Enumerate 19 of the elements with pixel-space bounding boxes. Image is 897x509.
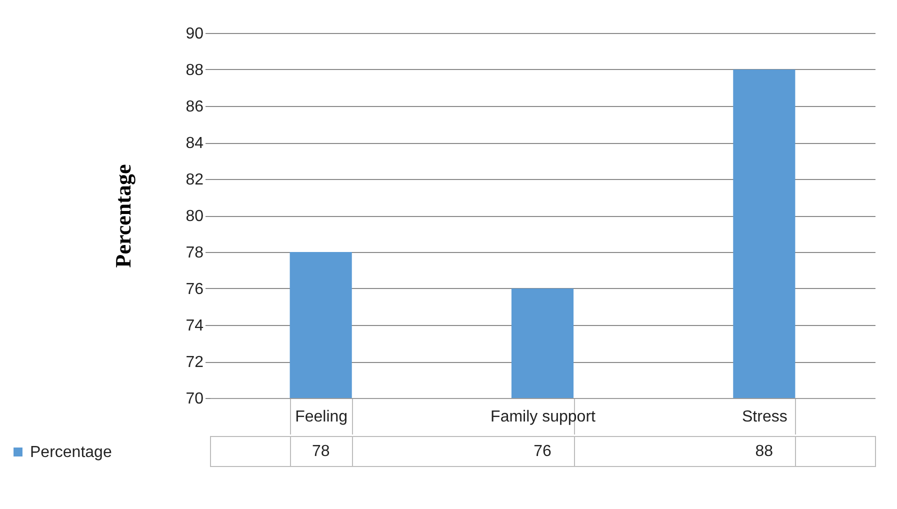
legend-label: Percentage — [30, 444, 112, 461]
x-tick-label: Stress — [742, 408, 788, 426]
data-label: 76 — [534, 443, 552, 460]
data-label: 88 — [755, 443, 774, 460]
y-tick-label: 76 — [186, 281, 204, 298]
data-label: 78 — [312, 443, 330, 460]
y-tick-label: 70 — [186, 390, 204, 408]
x-tick-label: Family support — [490, 408, 596, 426]
y-tick-label: 80 — [186, 208, 204, 225]
y-tick-label: 90 — [186, 26, 204, 42]
y-tick-label: 88 — [186, 62, 204, 79]
y-tick-label: 82 — [186, 172, 204, 188]
y-tick-label: 84 — [186, 135, 204, 152]
y-tick-label: 74 — [186, 318, 204, 334]
x-tick-label: Feeling — [295, 408, 348, 426]
y-tick-label: 78 — [186, 244, 204, 262]
y-tick-label: 86 — [186, 98, 204, 116]
y-tick-label: 72 — [186, 354, 204, 371]
y-axis-title: Percentage — [110, 164, 136, 268]
